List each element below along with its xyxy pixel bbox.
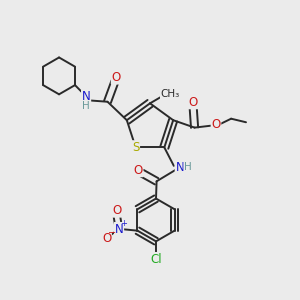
- Text: O: O: [188, 95, 197, 109]
- Text: H: H: [184, 162, 192, 172]
- Text: Cl: Cl: [150, 253, 162, 266]
- Text: O: O: [102, 232, 111, 244]
- Text: N: N: [176, 161, 184, 174]
- Text: CH₃: CH₃: [160, 89, 180, 99]
- Text: O: O: [134, 164, 143, 176]
- Text: O: O: [112, 204, 121, 217]
- Text: O: O: [112, 71, 121, 84]
- Text: N: N: [82, 90, 91, 103]
- Text: H: H: [82, 101, 90, 111]
- Text: +: +: [120, 219, 127, 228]
- Text: O: O: [212, 118, 220, 131]
- Text: N: N: [115, 223, 123, 236]
- Text: S: S: [132, 141, 140, 154]
- Text: −: −: [108, 228, 116, 238]
